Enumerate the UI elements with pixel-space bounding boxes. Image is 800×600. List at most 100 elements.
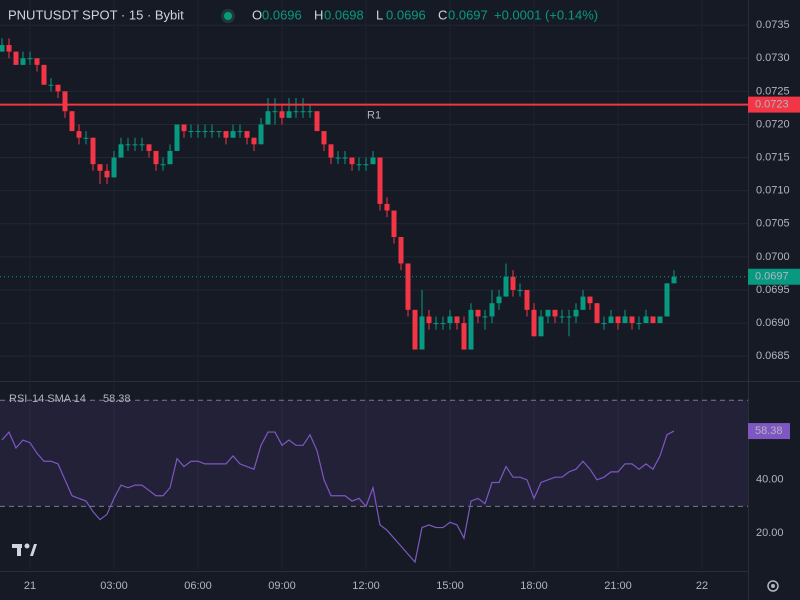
candle-body [664, 283, 670, 317]
candle-body [559, 316, 565, 318]
y-tick-label: 0.0730 [756, 52, 790, 64]
x-tick-label: 15:00 [436, 580, 464, 592]
candle-body [146, 144, 152, 151]
y-tick-label: 0.0685 [756, 350, 790, 362]
y-tick-label: 0.0705 [756, 218, 790, 230]
y-tick-label: 0.0710 [756, 185, 790, 197]
x-tick-label: 06:00 [184, 580, 212, 592]
y-tick-label: 0.0725 [756, 85, 790, 97]
y-tick-label: 0.0700 [756, 251, 790, 263]
candle-body [503, 276, 509, 297]
settings-icon[interactable] [767, 580, 779, 592]
candle-body [454, 316, 460, 324]
candle-body [531, 309, 537, 337]
rsi-band-fill [0, 400, 748, 507]
ohlc-value: 0.0697 [448, 7, 488, 22]
candle-body [615, 316, 621, 324]
candle-body [209, 131, 215, 133]
candle-body [552, 309, 558, 317]
plot-area: R1 [0, 38, 748, 564]
candle-body [433, 323, 439, 325]
ohlc-legend: O 0.0696 H 0.0698 L 0.0696 C 0.0697 +0.0001 (+0.… [252, 7, 598, 22]
ohlc-change: +0.0001 (+0.14%) [494, 7, 598, 22]
candle-body [6, 45, 12, 52]
ohlc-value: 0.0696 [262, 7, 302, 22]
candle-body [55, 84, 61, 92]
candle-body [69, 111, 75, 132]
candle-body [244, 131, 250, 138]
candle-body [461, 323, 467, 350]
candle-body [188, 131, 194, 133]
candle-body [202, 131, 208, 133]
candle-body [573, 309, 579, 317]
y-tick-label: 0.0720 [756, 118, 790, 130]
header: PNUTUSDT SPOT · 15 · Bybit O 0.0696 H 0.069… [8, 7, 598, 23]
candle-body [377, 157, 383, 204]
candle-body [125, 144, 131, 146]
candle-body [48, 84, 54, 86]
candle-body [517, 289, 523, 291]
candle-body [342, 157, 348, 159]
candle-body [97, 164, 103, 171]
candle-body [132, 144, 138, 146]
candle-body [307, 111, 313, 113]
y-tick-label: 0.0715 [756, 151, 790, 163]
candle-body [27, 58, 33, 60]
level-name: R1 [367, 110, 381, 122]
candle-body [258, 124, 264, 145]
candle-body [279, 111, 285, 118]
ohlc-key: C [438, 7, 447, 22]
candle-body [601, 323, 607, 325]
candle-body [447, 316, 453, 324]
y-tick-label: 0.0735 [756, 19, 790, 31]
candle-body [76, 131, 82, 138]
candle-body [174, 124, 180, 151]
candle-body [426, 316, 432, 324]
candle-body [265, 111, 271, 125]
last-price-tag [748, 268, 800, 285]
candle-body [636, 323, 642, 325]
candle-body [496, 296, 502, 304]
candle-body [160, 164, 166, 166]
level-price: 0.0723 [755, 99, 789, 111]
ohlc-value: 0.0698 [324, 7, 364, 22]
y-tick-label: 0.0695 [756, 284, 790, 296]
candle-body [139, 144, 145, 146]
x-tick-label: 12:00 [352, 580, 380, 592]
candle-body [13, 51, 19, 65]
candle-body [223, 131, 229, 138]
rsi-name: RSI [9, 393, 27, 405]
candle-body [412, 309, 418, 350]
x-tick-label: 21 [24, 580, 36, 592]
candle-body [272, 111, 278, 113]
x-tick-label: 18:00 [520, 580, 548, 592]
candle-body [510, 276, 516, 290]
candle-body [62, 91, 68, 112]
candle-body [629, 316, 635, 324]
candle-body [468, 309, 474, 350]
tv-logo [12, 543, 37, 556]
candle-body [608, 316, 614, 324]
candle-body [370, 157, 376, 165]
candle-body [195, 131, 201, 133]
x-tick-label: 09:00 [268, 580, 296, 592]
ohlc-key: H [314, 7, 323, 22]
candle-body [440, 323, 446, 325]
candle-body [566, 316, 572, 318]
candle-body [90, 137, 96, 165]
candle-body [524, 289, 530, 310]
candle-body [363, 164, 369, 166]
status-dot [224, 12, 232, 20]
candle-body [622, 316, 628, 324]
candle-body [356, 164, 362, 166]
candle-body [83, 137, 89, 139]
rsi-value-tag [748, 423, 790, 440]
ohlc-key: L [376, 7, 383, 22]
candle-body [237, 131, 243, 133]
candle-body [314, 111, 320, 132]
candle-body [0, 45, 5, 52]
chart-title: PNUTUSDT SPOT · 15 · Bybit [8, 7, 184, 22]
candle-body [419, 316, 425, 350]
candle-body [41, 64, 47, 85]
